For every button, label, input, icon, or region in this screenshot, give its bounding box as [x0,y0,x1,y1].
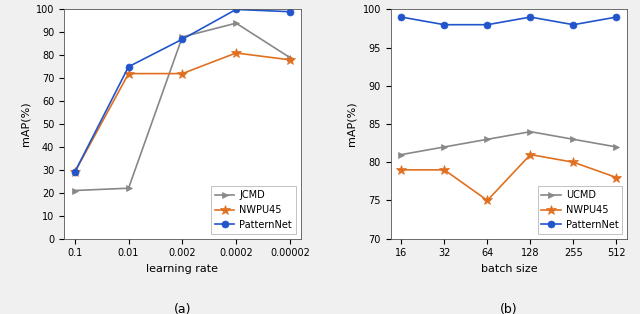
Legend: JCMD, NWPU45, PatternNet: JCMD, NWPU45, PatternNet [211,186,296,234]
NWPU45 [570,160,577,164]
Line: UCMD: UCMD [398,128,620,158]
JCMD [125,186,132,190]
NWPU45 [71,170,79,174]
PatternNet [71,170,79,174]
JCMD [71,189,79,192]
JCMD [179,35,186,39]
JCMD [232,21,240,25]
X-axis label: batch size: batch size [481,264,537,274]
Y-axis label: mAP(%): mAP(%) [20,102,30,146]
NWPU45 [125,72,132,75]
NWPU45 [484,198,492,202]
NWPU45 [612,176,620,179]
PatternNet [125,65,132,69]
PatternNet [612,15,620,19]
X-axis label: learning rate: learning rate [147,264,218,274]
PatternNet [179,37,186,41]
PatternNet [440,23,448,27]
PatternNet [484,23,492,27]
NWPU45 [440,168,448,172]
UCMD [484,138,492,141]
PatternNet [570,23,577,27]
PatternNet [232,8,240,11]
Y-axis label: mAP(%): mAP(%) [347,102,357,146]
Line: PatternNet: PatternNet [71,6,293,176]
NWPU45 [527,153,534,156]
UCMD [527,130,534,133]
PatternNet [527,15,534,19]
Line: NWPU45: NWPU45 [70,48,295,177]
JCMD [286,56,294,59]
UCMD [397,153,405,156]
PatternNet [286,10,294,14]
Text: (b): (b) [500,303,518,314]
NWPU45 [232,51,240,55]
PatternNet [397,15,405,19]
Line: NWPU45: NWPU45 [396,150,621,205]
NWPU45 [286,58,294,62]
UCMD [440,145,448,149]
NWPU45 [179,72,186,75]
Line: JCMD: JCMD [71,20,293,194]
NWPU45 [397,168,405,172]
UCMD [612,145,620,149]
UCMD [570,138,577,141]
Line: PatternNet: PatternNet [398,14,620,28]
Text: (a): (a) [173,303,191,314]
Legend: UCMD, NWPU45, PatternNet: UCMD, NWPU45, PatternNet [538,186,622,234]
